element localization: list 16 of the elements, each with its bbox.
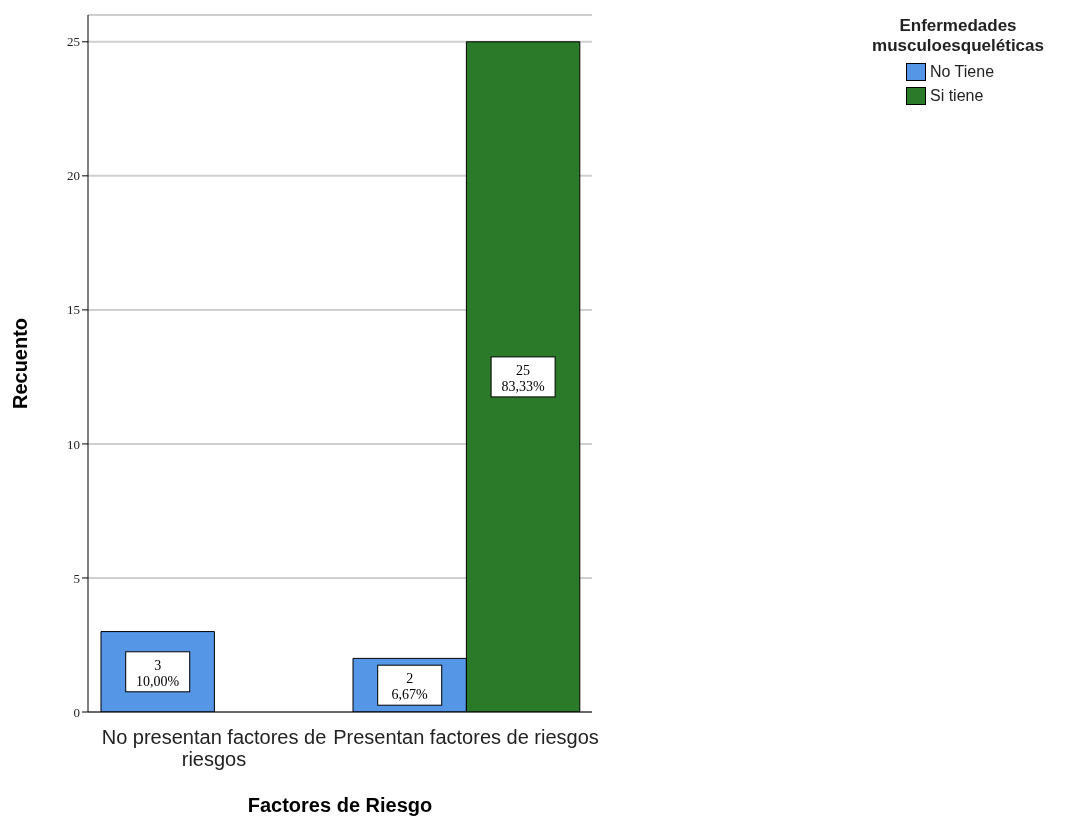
y-tick-label: 25 <box>67 34 80 50</box>
y-tick-label: 10 <box>67 436 80 452</box>
y-tick-label: 0 <box>73 704 80 720</box>
y-tick-label: 5 <box>73 570 80 586</box>
data-label: 2 6,67% <box>391 671 429 703</box>
data-label: 3 10,00% <box>136 657 180 689</box>
data-label: 25 83,33% <box>501 362 546 394</box>
legend-label: No Tiene <box>930 63 995 81</box>
y-axis-title: Recuento <box>9 317 32 410</box>
y-tick-label: 20 <box>67 168 80 184</box>
legend-label: Si tiene <box>930 87 984 105</box>
x-axis-title: Factores de Riesgo <box>247 794 433 816</box>
legend-title: Enfermedades musculoesqueléticas <box>871 16 1045 56</box>
x-tick-label: Presentan factores de riesgos <box>333 726 599 748</box>
x-tick-label: No presentan factores de riesgos <box>101 726 327 770</box>
y-tick-label: 15 <box>67 302 80 318</box>
